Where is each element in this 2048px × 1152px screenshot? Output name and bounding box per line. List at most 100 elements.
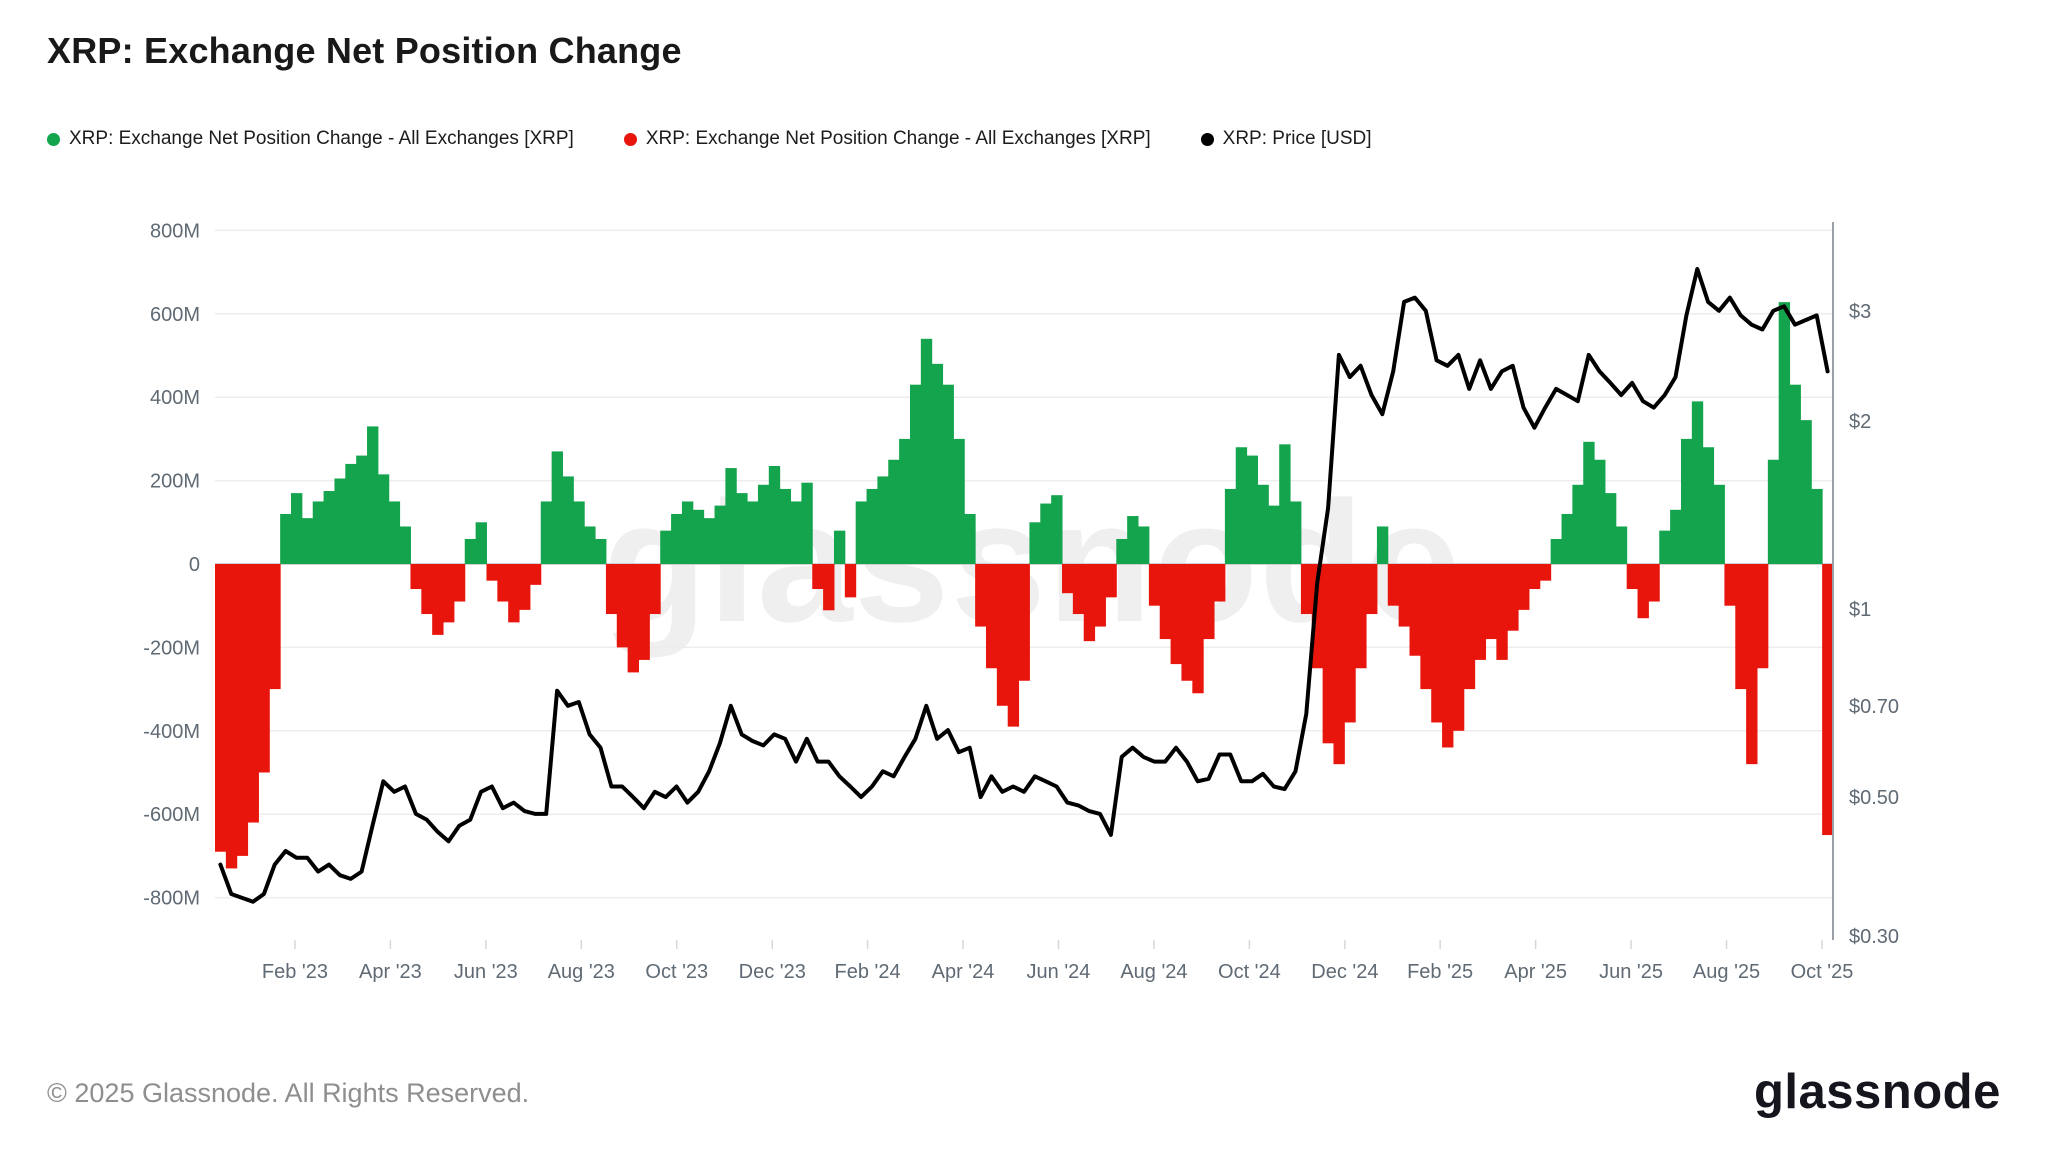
x-axis-tick-label: Jun '25 [1599,961,1663,983]
bar [942,384,954,564]
bar [1702,447,1715,564]
bar [1615,526,1628,564]
bar [421,564,433,615]
bar [1072,564,1085,615]
bar [551,451,563,564]
bar [1235,447,1248,564]
bar [985,564,998,669]
bar [1148,564,1161,606]
legend-item-2[interactable]: XRP: Price [USD] [1200,128,1372,150]
bar [649,564,661,615]
x-axis-tick-label: Dec '23 [739,961,806,983]
bar [1376,526,1389,564]
bar [269,564,281,690]
left-axis-tick-label: 200M [150,471,200,493]
bar [1463,564,1476,690]
bar [399,526,411,564]
bar [975,564,987,627]
bar [475,522,487,564]
bar [714,505,726,564]
bar [247,564,259,823]
bar [1670,509,1682,564]
bar [1561,513,1573,564]
copyright-text: © 2025 Glassnode. All Rights Reserved. [47,1078,530,1108]
bar [1778,302,1791,564]
net-position-bars [215,302,1834,869]
left-axis-tick-label: 600M [150,304,200,326]
bar [1811,488,1823,564]
bar [768,466,781,564]
bar [953,438,965,564]
bar [1018,564,1030,681]
bar [627,564,639,673]
bar [736,493,748,564]
right-axis-tick-label: $0.30 [1849,926,1899,948]
bar [443,564,455,623]
bar [1094,564,1106,627]
bar [1387,564,1400,606]
bar [1300,564,1313,615]
bar [909,384,922,564]
bar [1691,401,1704,564]
x-axis-labels: Feb '23 Apr '23 Jun '23 Aug '23 Oct '23 Dec '… [262,940,1853,983]
bar [1496,564,1508,660]
bar [1680,438,1693,564]
bar [899,438,911,564]
bar [1311,564,1324,669]
bar [410,564,422,590]
bar [1800,420,1812,564]
legend-dot-icon [47,132,60,146]
bar [1029,522,1041,564]
legend-item-1[interactable]: XRP: Exchange Net Position Change - All … [623,128,1151,150]
bar [757,484,770,564]
x-axis-tick-label: Apr '23 [359,961,422,983]
bar [236,564,249,856]
bar [1333,564,1345,765]
bar [356,455,368,564]
bar [1366,564,1378,615]
bar [1452,564,1465,731]
bar [1594,459,1606,564]
bar [1572,484,1584,564]
legend-item-label: XRP: Price [USD] [1222,128,1372,149]
bar [1659,530,1671,564]
bar [1539,564,1552,581]
bar [1398,564,1410,627]
legend-dot-icon [623,132,637,146]
bar [486,564,498,581]
bar [1626,564,1639,590]
bar [540,501,553,564]
left-axis-labels: 800M 600M 400M 200M 0 -200M -400M -600M -800M [143,220,200,909]
x-axis-tick-label: Oct '25 [1791,961,1854,983]
bar [638,564,650,660]
bar [377,474,390,565]
left-axis-tick-label: -400M [143,721,200,743]
bar [1507,564,1519,631]
page-title: XRP: Exchange Net Position Change [47,30,682,71]
bar [1442,564,1454,748]
bar [432,564,444,635]
bar [1550,538,1563,564]
bar [1746,564,1758,765]
bar [334,478,346,564]
bar [519,564,531,610]
bar [1062,564,1074,594]
bar [1279,444,1291,564]
glassnode-logo[interactable]: glassnode [1754,1065,2001,1119]
bar [453,564,466,602]
bar [1735,564,1747,690]
bar [1127,516,1139,564]
bar [529,564,542,585]
bar [1485,564,1497,640]
bar [725,468,737,564]
bar [1583,441,1595,564]
bar [844,564,857,598]
bar [215,564,227,852]
chart-legend: XRP: Exchange Net Position Change - All … [47,128,1372,150]
legend-item-0[interactable]: XRP: Exchange Net Position Change - All … [47,128,574,150]
left-axis-tick-label: -200M [143,637,200,659]
right-axis-tick-label: $3 [1849,301,1871,323]
bar [584,526,596,564]
bar [1040,503,1052,564]
